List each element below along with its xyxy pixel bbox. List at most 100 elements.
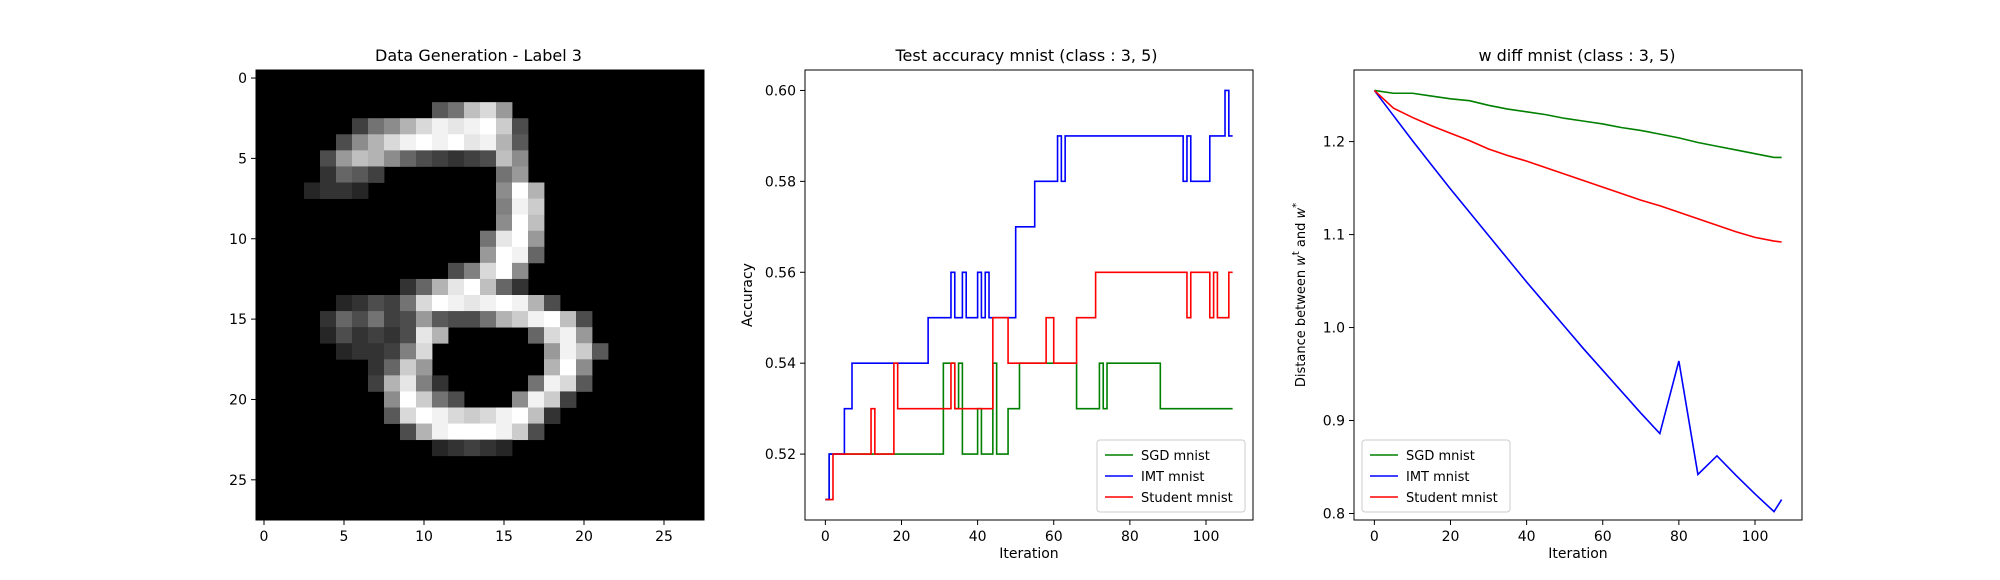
series-line [1374,89,1782,159]
image-pixel [352,343,369,360]
image-pixel [464,423,481,441]
image-pixel [544,407,561,424]
x-tick-label: 0 [260,529,269,545]
image-pixel [368,118,385,135]
image-pixel [528,295,545,312]
plot-lines [825,89,1233,501]
x-tick-label: 40 [969,529,987,545]
image-pixel [448,262,465,280]
x-axis-ticks: 0 5 10 15 20 25 [260,520,673,545]
image-pixel [464,134,481,151]
image-pixel [432,278,449,296]
x-tick-label: 5 [340,529,349,545]
y-tick-label: 0.8 [1323,506,1345,522]
image-pixel [368,327,385,344]
image-pixel [512,150,529,167]
image-pixel [352,327,369,344]
legend-label: SGD mnist [1406,449,1475,464]
x-tick-label: 20 [575,529,593,545]
legend-label: IMT mnist [1406,470,1470,485]
y-axis-label-sup: * [1291,203,1302,208]
image-pixel [368,311,385,328]
image-pixels [256,70,704,520]
image-pixel [512,214,529,232]
chart-title: Test accuracy mnist (class : 3, 5) [894,46,1157,65]
image-pixel [496,198,513,216]
y-tick-label: 0.60 [765,83,796,99]
image-pixel [384,150,401,167]
legend: SGD mnist IMT mnist Student mnist [1361,439,1511,513]
image-pixel [448,150,465,167]
image-pixel [496,150,513,167]
y-tick-label: 15 [229,312,247,328]
y-axis-label-prefix: Distance between [1294,266,1309,387]
image-pixel [528,214,545,232]
y-tick-label: 0.54 [765,356,796,372]
x-tick-label: 40 [1518,529,1536,545]
series-line [825,89,1233,501]
x-axis-ticks: 0 20 40 60 80 100 [1370,520,1768,545]
image-pixel [480,407,497,424]
image-pixel [528,391,545,408]
x-tick-label: 10 [415,529,433,545]
image-pixel [400,118,417,135]
x-axis-label: Iteration [999,546,1058,562]
image-pixel [512,407,529,424]
image-pixel [384,295,401,312]
image-pixel [480,230,497,248]
y-axis-label-var: w [1294,255,1309,266]
y-tick-label: 5 [238,151,247,167]
image-pixel [512,311,529,328]
image-pixel [512,246,529,264]
panel-accuracy: Test accuracy mnist (class : 3, 5) 0 20 40… [740,46,1254,562]
image-pixel [512,134,529,151]
image-pixel [480,311,497,328]
image-pixel [480,423,497,441]
image-pixel [496,407,513,424]
plot-lines [1373,89,1783,513]
image-pixel [464,311,481,328]
x-axis-label: Iteration [1548,546,1607,562]
chart-title: Data Generation - Label 3 [375,46,582,65]
image-pixel [496,102,513,119]
image-pixel [400,407,417,424]
image-pixel [320,182,337,199]
image-pixel [528,327,545,344]
image-pixel [368,295,385,312]
image-pixel [432,150,449,167]
image-pixel [432,295,449,312]
image-pixel [544,295,561,312]
image-pixel [400,311,417,328]
image-pixel [432,423,449,441]
image-pixel [400,278,417,296]
image-pixel [368,343,385,360]
image-pixel [384,118,401,135]
image-pixel [400,343,417,360]
image-pixel [544,311,561,328]
image-pixel [416,118,433,135]
y-axis-label-mid: and [1294,219,1309,252]
y-tick-label: 1.2 [1323,135,1345,151]
image-pixel [336,134,353,151]
image-pixel [496,311,513,328]
image-pixel [416,359,433,376]
image-pixel [400,295,417,312]
image-pixel [384,311,401,328]
image-pixel [544,375,561,392]
image-pixel [448,423,465,441]
image-pixel [464,278,481,296]
image-pixel [576,375,593,392]
image-pixel [464,118,481,135]
image-pixel [384,134,401,151]
image-pixel [336,343,353,360]
image-pixel [416,391,433,408]
image-pixel [528,311,545,328]
image-pixel [416,311,433,328]
image-pixel [528,423,545,441]
y-axis-label-var: w [1294,208,1309,219]
image-pixel [496,246,513,264]
image-pixel [560,375,577,392]
image-pixel [448,118,465,135]
image-pixel [560,311,577,328]
image-pixel [496,214,513,232]
